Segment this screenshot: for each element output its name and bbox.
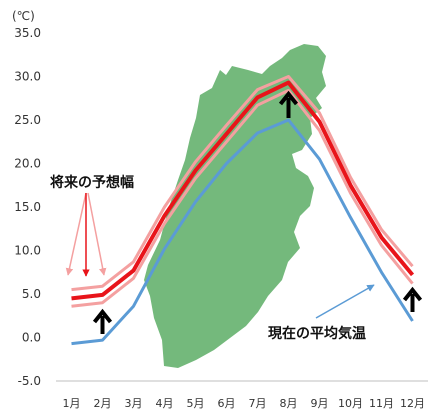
y-tick-label: 25.0 bbox=[14, 113, 41, 127]
current-pointer bbox=[315, 284, 375, 319]
x-tick-label: 6月 bbox=[218, 397, 236, 410]
x-tick-label: 10月 bbox=[338, 397, 363, 410]
rise-arrow-aug-head bbox=[278, 90, 299, 106]
x-tick-label: 11月 bbox=[369, 397, 394, 410]
y-tick-label: 15.0 bbox=[14, 200, 41, 214]
series-line-current bbox=[71, 118, 414, 346]
y-tick-label: 10.0 bbox=[14, 244, 41, 258]
prefecture-map-silhouette bbox=[144, 44, 326, 368]
y-tick-label: 35.0 bbox=[14, 26, 41, 40]
y-axis-unit: (℃) bbox=[12, 9, 35, 23]
y-tick-label: 5.0 bbox=[22, 287, 41, 301]
x-tick-label: 9月 bbox=[311, 397, 329, 410]
x-tick-label: 8月 bbox=[280, 397, 298, 410]
series-line-future-lower bbox=[71, 88, 414, 308]
range-pointer-lower bbox=[87, 192, 107, 276]
rise-arrow-feb-head bbox=[92, 308, 113, 324]
y-tick-label: 0.0 bbox=[22, 331, 41, 345]
x-tick-label: 3月 bbox=[125, 397, 143, 410]
y-tick-label: 30.0 bbox=[14, 70, 41, 84]
rise-arrow-dec-head bbox=[402, 286, 423, 302]
series-line-future-upper bbox=[71, 75, 414, 292]
x-tick-label: 7月 bbox=[249, 397, 267, 410]
y-tick-label: 20.0 bbox=[14, 157, 41, 171]
x-tick-label: 1月 bbox=[63, 397, 81, 410]
x-tick-label: 12月 bbox=[400, 397, 425, 410]
series-line-future-middle bbox=[71, 80, 415, 301]
range-pointer-upper bbox=[65, 192, 87, 276]
x-tick-label: 2月 bbox=[94, 397, 112, 410]
future-range-label: 将来の予想幅 bbox=[50, 174, 134, 191]
y-tick-label: -5.0 bbox=[18, 374, 41, 388]
current-average-label: 現在の平均気温 bbox=[268, 325, 366, 342]
x-tick-label: 5月 bbox=[187, 397, 205, 410]
x-tick-label: 4月 bbox=[156, 397, 174, 410]
